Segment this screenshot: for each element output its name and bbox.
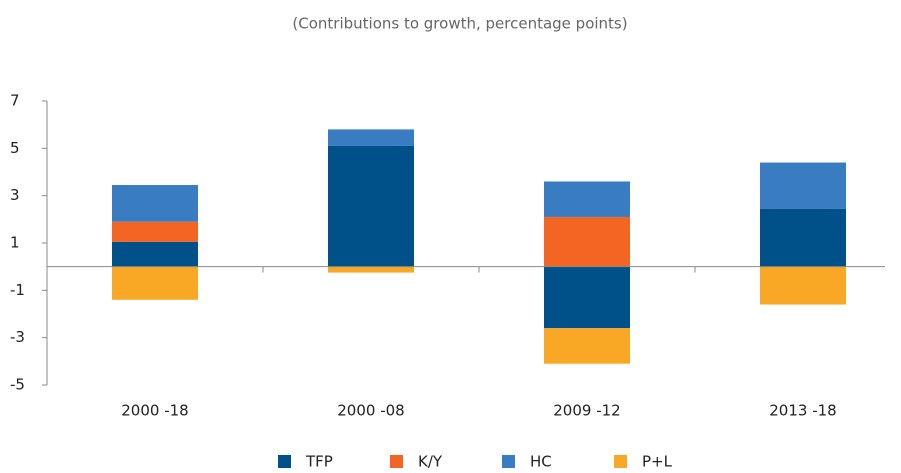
y-tick-label: 5 bbox=[10, 139, 20, 157]
bar bbox=[544, 181, 630, 217]
bar bbox=[760, 266, 846, 305]
y-tick-label: -3 bbox=[10, 328, 25, 346]
y-tick-label: 7 bbox=[10, 92, 20, 110]
x-tick-label: 2009 -12 bbox=[553, 402, 620, 420]
chart-title: (Contributions to growth, percentage poi… bbox=[292, 15, 627, 33]
bar bbox=[328, 145, 414, 267]
legend-label: TFP bbox=[305, 453, 333, 470]
bar bbox=[112, 241, 198, 267]
legend-swatch bbox=[390, 455, 403, 468]
bar bbox=[328, 129, 414, 146]
y-tick-label: -5 bbox=[10, 376, 25, 394]
bar bbox=[760, 162, 846, 209]
legend-swatch bbox=[614, 455, 627, 468]
legend-swatch bbox=[502, 455, 515, 468]
x-tick-label: 2000 -18 bbox=[121, 402, 188, 420]
x-tick-label: 2013 -18 bbox=[769, 402, 836, 420]
x-tick-label: 2000 -08 bbox=[337, 402, 404, 420]
bar bbox=[544, 266, 630, 329]
bar bbox=[112, 221, 198, 242]
bar bbox=[112, 266, 198, 300]
bar bbox=[544, 328, 630, 364]
bar bbox=[544, 216, 630, 267]
legend-label: P+L bbox=[642, 453, 673, 470]
y-tick-label: -1 bbox=[10, 281, 25, 299]
bar bbox=[760, 208, 846, 267]
legend-swatch bbox=[278, 455, 291, 468]
bar bbox=[112, 185, 198, 222]
legend-label: K/Y bbox=[418, 453, 443, 470]
y-tick-label: 3 bbox=[10, 186, 20, 204]
legend-label: HC bbox=[530, 453, 552, 470]
y-tick-label: 1 bbox=[10, 234, 20, 252]
bar bbox=[328, 266, 414, 273]
